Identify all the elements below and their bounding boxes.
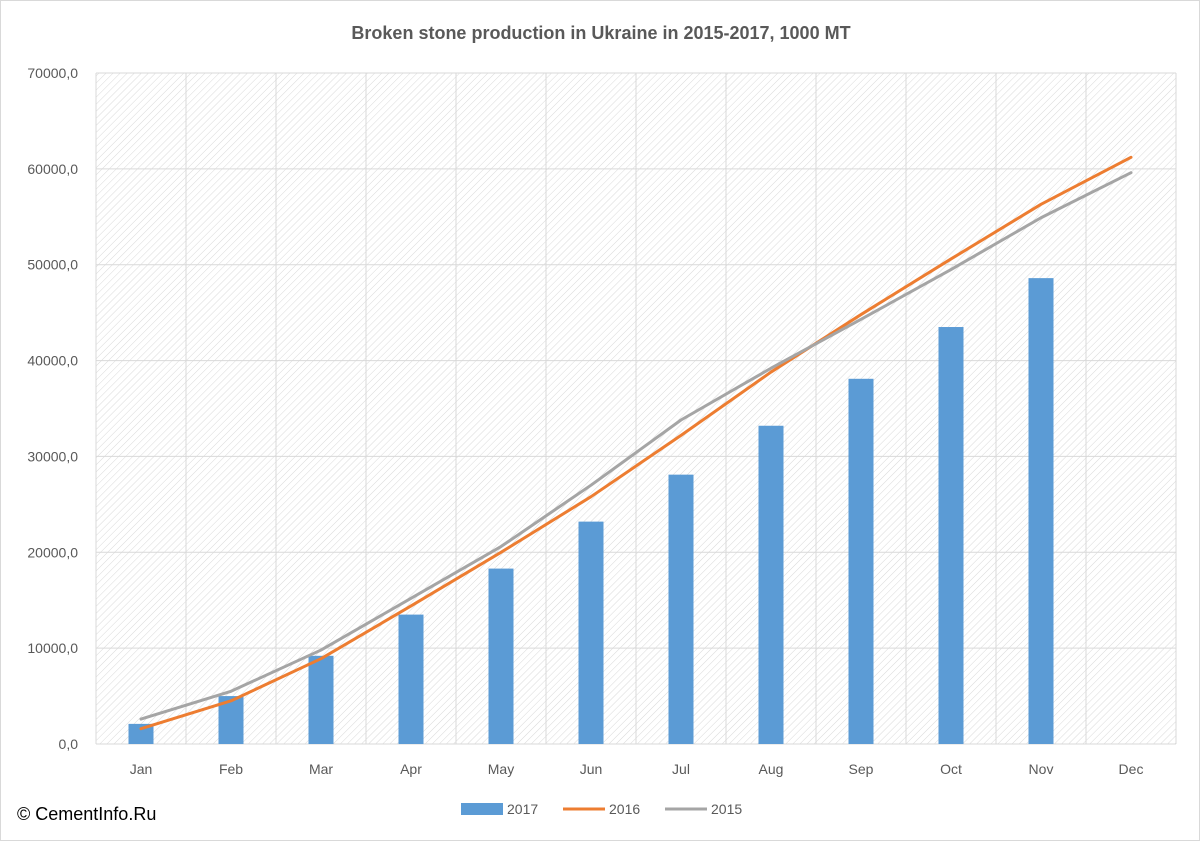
x-axis-tick-labels: Jan Feb Mar Apr May Jun Jul Aug Sep Oct Nov Dec <box>130 761 1144 777</box>
copyright-text: © CementInfo.Ru <box>17 804 157 824</box>
bar-2017 <box>128 723 154 744</box>
line-series-2016 <box>139 155 1133 731</box>
gridlines <box>95 72 1177 745</box>
legend-label-2017: 2017 <box>507 801 538 817</box>
x-tick-label: Feb <box>219 761 243 777</box>
y-tick-label: 70000,0 <box>27 65 78 81</box>
x-tick-label: Oct <box>940 761 962 777</box>
legend-label-2016: 2016 <box>609 801 640 817</box>
bar-2017 <box>308 655 334 744</box>
bar-2017 <box>1028 278 1054 744</box>
y-tick-label: 30000,0 <box>27 448 78 464</box>
bar-2017 <box>398 614 424 744</box>
y-tick-label: 20000,0 <box>27 544 78 560</box>
x-tick-label: Dec <box>1119 761 1144 777</box>
x-tick-label: Jan <box>130 761 153 777</box>
y-tick-label: 50000,0 <box>27 257 78 273</box>
legend-label-2015: 2015 <box>711 801 742 817</box>
bar-2017 <box>488 568 514 744</box>
x-tick-label: Jun <box>580 761 603 777</box>
x-tick-label: May <box>488 761 514 777</box>
x-tick-label: Jul <box>672 761 690 777</box>
chart-title: Broken stone production in Ukraine in 20… <box>351 23 850 43</box>
bar-2017 <box>668 474 694 744</box>
legend: 2017 2016 2015 <box>461 801 742 817</box>
x-tick-label: Sep <box>849 761 874 777</box>
bar-2017 <box>938 327 964 744</box>
line-series-group <box>139 155 1133 731</box>
bar-2017 <box>758 425 784 744</box>
bar-series-group <box>128 278 1054 744</box>
x-tick-label: Aug <box>759 761 784 777</box>
y-axis-tick-labels: 0,0 10000,0 20000,0 30000,0 40000,0 50000,0 60… <box>27 65 78 752</box>
x-tick-label: Mar <box>309 761 333 777</box>
line-series-2015 <box>139 171 1133 721</box>
y-tick-label: 0,0 <box>59 736 79 752</box>
bar-2017 <box>848 378 874 744</box>
x-tick-label: Apr <box>400 761 422 777</box>
y-tick-label: 40000,0 <box>27 353 78 369</box>
bar-2017 <box>578 521 604 744</box>
y-tick-label: 10000,0 <box>27 640 78 656</box>
y-tick-label: 60000,0 <box>27 161 78 177</box>
legend-swatch-2017 <box>461 803 503 815</box>
x-tick-label: Nov <box>1029 761 1054 777</box>
